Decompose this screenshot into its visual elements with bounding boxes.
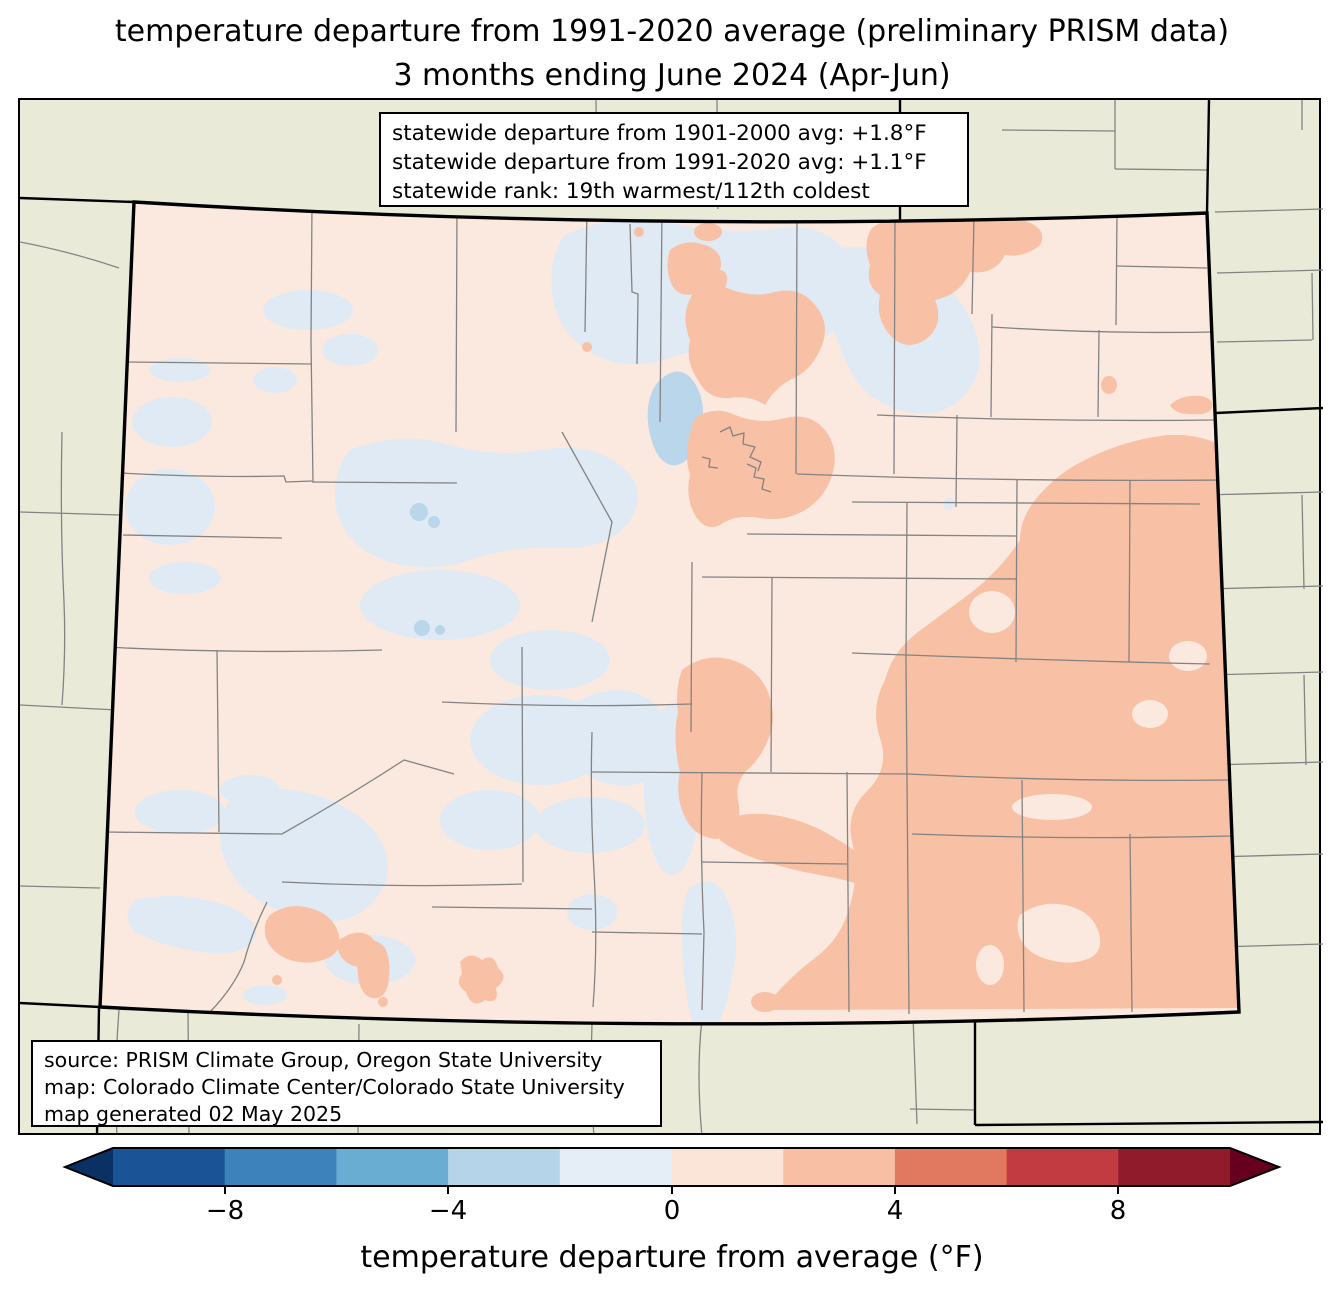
colorbar-right-arrow: [1230, 1148, 1279, 1186]
chart-title: temperature departure from 1991-2020 ave…: [0, 10, 1344, 98]
state-border: [98, 200, 1241, 1026]
colorbar-axis-label: temperature departure from average (°F): [360, 1240, 984, 1275]
colorado-anomaly-map: [20, 100, 1323, 1133]
title-line-2: 3 months ending June 2024 (Apr-Jun): [393, 58, 951, 93]
colorbar-segment: [1006, 1148, 1119, 1186]
colorbar-segment: [336, 1148, 449, 1186]
stats-line-1: statewide departure from 1901-2000 avg: …: [392, 121, 927, 146]
colorbar-segment: [1118, 1148, 1231, 1186]
colorbar-tick-label: −8: [205, 1196, 245, 1226]
colorbar-tick-label: −4: [428, 1196, 468, 1226]
title-line-1: temperature departure from 1991-2020 ave…: [114, 14, 1230, 49]
colorbar-segment: [894, 1148, 1008, 1186]
colorbar-segment: [448, 1148, 561, 1186]
source-line-3: map generated 02 May 2025: [44, 1102, 343, 1126]
colorbar-tick-marks: [224, 1186, 1119, 1194]
colorbar-segment: [224, 1148, 337, 1186]
warm-anomaly-patches: [264, 215, 1239, 1012]
colorbar-segment: [783, 1148, 896, 1186]
source-line-2: map: Colorado Climate Center/Colorado St…: [44, 1075, 625, 1099]
colorbar-outline: [62, 1147, 1282, 1187]
source-attribution-box: source: PRISM Climate Group, Oregon Stat…: [31, 1040, 662, 1127]
colorbar-segment: [671, 1148, 784, 1186]
colorbar: [62, 1147, 1282, 1194]
stats-line-2: statewide departure from 1991-2020 avg: …: [392, 150, 927, 175]
colorbar-segments: [113, 1148, 1231, 1186]
colorbar-tick-label: 0: [663, 1196, 681, 1226]
colorbar-left-arrow: [65, 1148, 113, 1186]
colorbar-tick-label: 4: [886, 1196, 904, 1226]
stats-line-3: statewide rank: 19th warmest/112th colde…: [392, 179, 870, 204]
county-lines: [101, 204, 1233, 1015]
statewide-stats-box: statewide departure from 1901-2000 avg: …: [379, 112, 969, 207]
colorbar-segment: [113, 1148, 226, 1186]
colorbar-segment: [559, 1148, 673, 1186]
map-axes: [18, 98, 1323, 1135]
source-line-1: source: PRISM Climate Group, Oregon Stat…: [44, 1048, 603, 1072]
colorbar-tick-label: 8: [1109, 1196, 1127, 1226]
neighbor-state-borders: [20, 100, 1323, 1133]
